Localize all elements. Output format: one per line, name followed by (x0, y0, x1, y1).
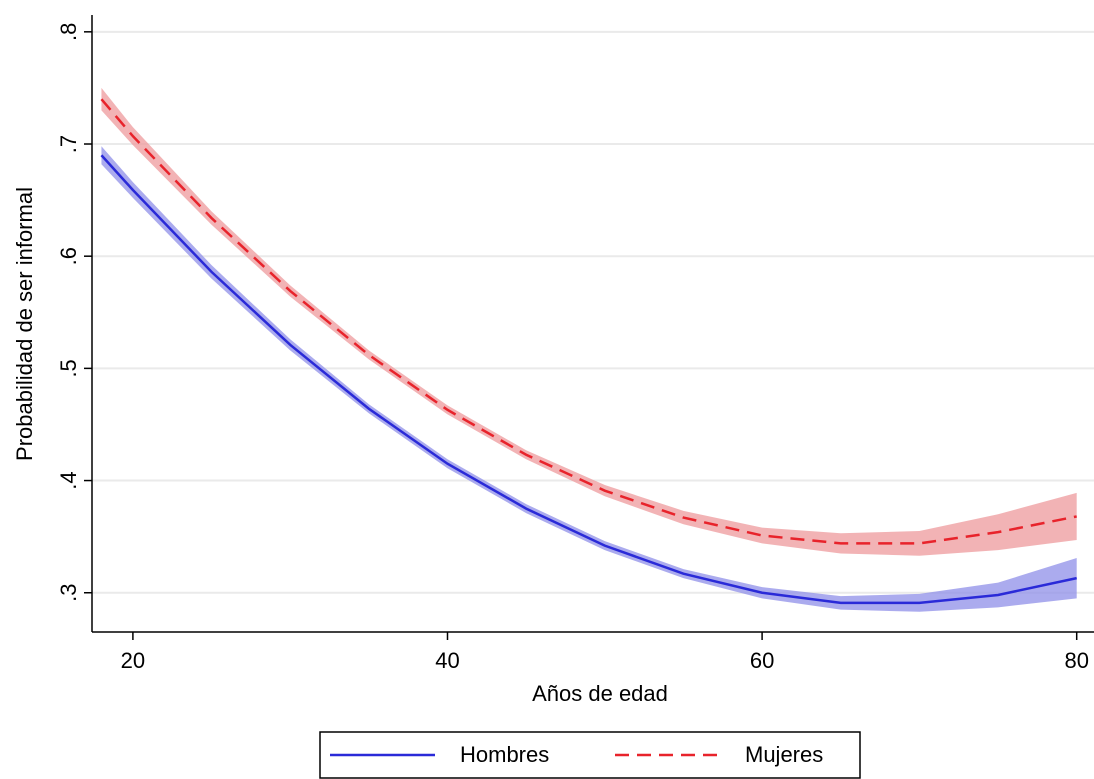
y-tick-label: .8 (56, 23, 81, 41)
x-tick-label: 80 (1064, 648, 1088, 673)
y-tick-label: .6 (56, 247, 81, 265)
legend-label: Hombres (460, 742, 549, 767)
series-line (100, 98, 1077, 545)
legend-label: Mujeres (745, 742, 823, 767)
y-tick-label: .7 (56, 135, 81, 153)
y-tick-label: .3 (56, 584, 81, 602)
y-tick-label: .4 (56, 471, 81, 489)
x-axis-label: Años de edad (532, 681, 668, 706)
y-axis-label: Probabilidad de ser informal (12, 187, 37, 461)
confidence-band (101, 87, 1077, 556)
series-line (100, 154, 1077, 605)
y-tick-label: .5 (56, 359, 81, 377)
x-tick-label: 20 (121, 648, 145, 673)
x-tick-label: 40 (435, 648, 459, 673)
x-tick-label: 60 (750, 648, 774, 673)
legend: Hombres Mujeres (319, 731, 861, 779)
